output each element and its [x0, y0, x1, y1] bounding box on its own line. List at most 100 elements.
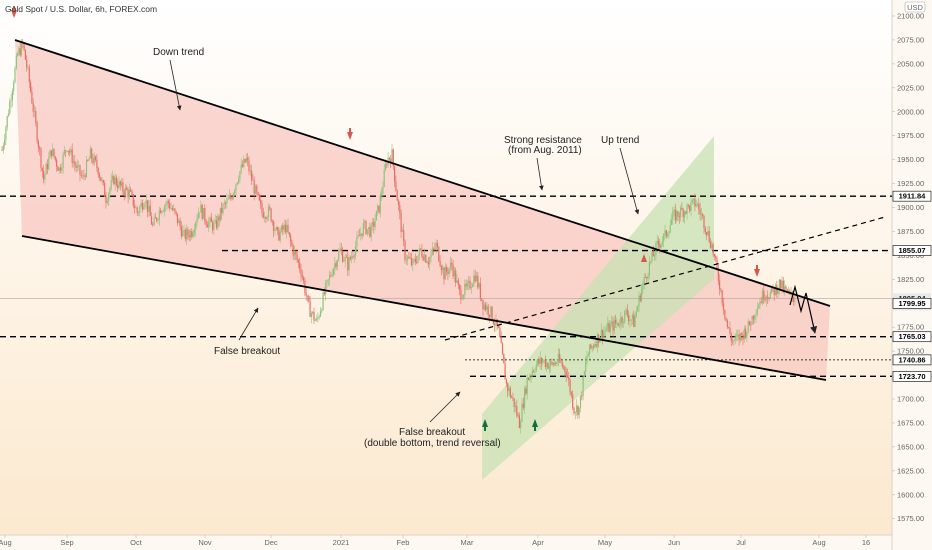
- candle-body: [85, 160, 88, 177]
- candle-body: [764, 299, 766, 301]
- candle-body: [544, 359, 546, 367]
- candle-body: [455, 270, 457, 283]
- candle-body: [417, 255, 419, 263]
- candle-body: [84, 175, 86, 177]
- candle-body: [592, 346, 595, 348]
- candle-body: [382, 186, 384, 194]
- candle-body: [724, 309, 726, 318]
- candle-body: [326, 280, 328, 284]
- candle-body: [491, 306, 493, 321]
- bid-price-tag[interactable]: [892, 297, 932, 309]
- candle-body: [54, 156, 56, 160]
- candle-body: [729, 327, 731, 335]
- candle-body: [633, 314, 635, 327]
- candle-body: [677, 211, 679, 217]
- candle-body: [712, 244, 714, 255]
- candle-body: [595, 344, 597, 347]
- candle-body: [59, 167, 62, 171]
- pointer-up-trend: [619, 147, 640, 215]
- x-tick-label: 2021: [333, 538, 350, 547]
- level-price-tag[interactable]: [892, 331, 932, 343]
- candle-body: [279, 231, 281, 241]
- symbol-title: Gold Spot / U.S. Dollar, 6h, FOREX.com: [5, 4, 157, 14]
- candle-body: [167, 201, 169, 204]
- candle-body: [569, 380, 571, 393]
- candle-body: [236, 182, 238, 185]
- candle-body: [443, 267, 445, 280]
- candle-body: [699, 209, 701, 215]
- candle-body: [98, 174, 101, 178]
- candle-body: [478, 283, 480, 288]
- currency-badge[interactable]: [904, 1, 926, 13]
- candle-body: [331, 275, 333, 276]
- candle-body: [451, 262, 453, 266]
- candle-body: [555, 362, 557, 364]
- candle-body: [768, 298, 770, 300]
- candle-body: [284, 224, 286, 233]
- candle-body: [759, 301, 761, 307]
- candle-body: [414, 259, 416, 262]
- candle-body: [323, 292, 325, 295]
- candle-body: [249, 170, 251, 172]
- candle-body: [206, 224, 208, 228]
- rising-resistance-line[interactable]: [444, 216, 886, 341]
- candle-body: [122, 182, 124, 192]
- level-price-tag[interactable]: [892, 190, 932, 202]
- candle-body: [215, 220, 218, 228]
- candle-body: [721, 290, 723, 304]
- level-price-tag[interactable]: [892, 245, 932, 256]
- candle-body: [83, 175, 85, 177]
- level-price-tag-text: 1740.86: [898, 355, 925, 364]
- candle-body: [576, 405, 578, 413]
- candle-body: [449, 262, 452, 269]
- candle-body: [186, 229, 188, 240]
- candle-body: [400, 212, 402, 232]
- candle-body: [82, 175, 84, 177]
- candle-body: [581, 395, 583, 397]
- pointer-strong-resistance: [536, 157, 544, 191]
- candle-body: [348, 257, 350, 271]
- down-trend-upper-line[interactable]: [14, 39, 831, 307]
- candle-body: [292, 245, 294, 256]
- candle-body: [208, 221, 210, 228]
- y-tick-label: 1900.00: [897, 203, 924, 212]
- candle-body: [422, 256, 424, 261]
- candle-body: [696, 203, 699, 205]
- projection-path[interactable]: [789, 284, 818, 334]
- candle-body: [23, 43, 25, 50]
- candle-body: [388, 157, 390, 160]
- x-tick-label: Aug: [0, 538, 12, 547]
- candle-body: [334, 263, 336, 269]
- candle-body: [309, 301, 311, 317]
- candle-body: [756, 308, 758, 315]
- candle-body: [339, 248, 341, 252]
- candle-body: [732, 340, 734, 342]
- candle-body: [252, 180, 254, 181]
- candle-body: [694, 198, 696, 207]
- candle-body: [664, 230, 666, 235]
- candle-body: [227, 198, 229, 200]
- candle-body: [560, 361, 562, 363]
- candle-body: [108, 193, 110, 202]
- candle-body: [720, 289, 722, 291]
- level-price-tag-text: 1765.03: [898, 332, 925, 341]
- candle-body: [481, 298, 483, 300]
- candle-body: [219, 207, 221, 221]
- candle-body: [646, 277, 648, 279]
- candle-body: [69, 151, 71, 153]
- candle-body: [494, 323, 496, 326]
- candle-body: [179, 220, 181, 227]
- candle-body: [746, 331, 748, 338]
- candle-body: [695, 204, 697, 207]
- candle-body: [9, 101, 11, 114]
- candle-body: [487, 306, 489, 315]
- level-price-tag[interactable]: [892, 371, 932, 382]
- candle-body: [440, 266, 442, 271]
- level-price-tag[interactable]: [892, 354, 932, 366]
- x-tick-label: Oct: [130, 538, 143, 547]
- candle-body: [182, 230, 184, 237]
- level-price-tag-text: 1855.07: [898, 246, 925, 255]
- up-trend-channel[interactable]: [482, 136, 714, 480]
- down-trend-lower-line[interactable]: [21, 235, 827, 381]
